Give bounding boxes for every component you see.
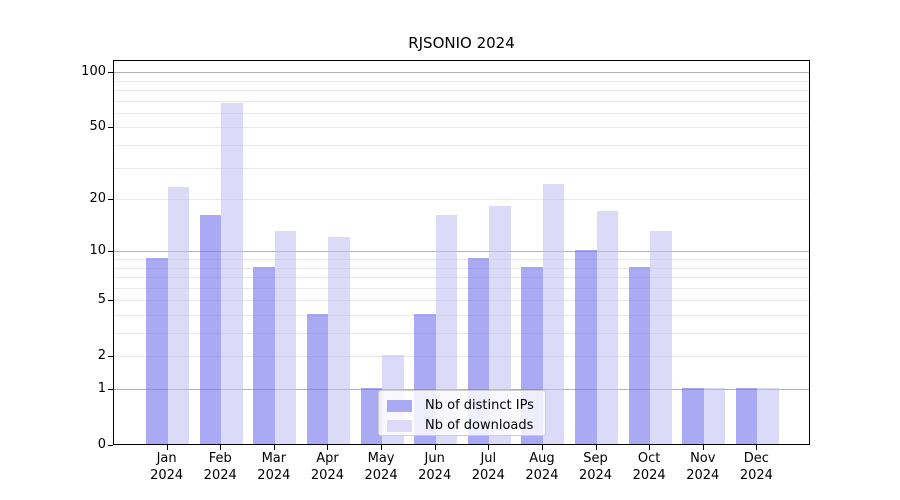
y-tick-mark bbox=[108, 356, 113, 358]
y-tick-mark bbox=[108, 127, 113, 129]
x-tick-mark bbox=[381, 445, 383, 450]
bar-downloads bbox=[757, 388, 779, 444]
gridline-major bbox=[114, 251, 809, 253]
x-tick-mark bbox=[327, 445, 329, 450]
gridline-minor bbox=[114, 127, 809, 129]
y-tick-label: 100 bbox=[81, 64, 106, 80]
bar-downloads bbox=[328, 236, 350, 444]
legend-label-distinct-ips: Nb of distinct IPs bbox=[425, 398, 534, 413]
bar-downloads bbox=[274, 230, 297, 444]
bar-distinct-ips bbox=[306, 314, 329, 444]
gridline-minor bbox=[114, 145, 809, 147]
x-tick-mark bbox=[595, 445, 597, 450]
x-tick-label: Nov 2024 bbox=[686, 451, 720, 483]
bar-distinct-ips bbox=[360, 388, 383, 444]
legend-swatch-downloads-icon bbox=[387, 419, 412, 432]
gridline-minor bbox=[114, 267, 809, 269]
legend: Nb of distinct IPs Nb of downloads bbox=[378, 390, 546, 436]
y-tick-label: 0 bbox=[97, 437, 106, 452]
x-tick-mark bbox=[488, 445, 490, 450]
y-tick-mark bbox=[108, 72, 113, 74]
y-tick-label: 10 bbox=[89, 243, 106, 259]
y-tick-label: 2 bbox=[97, 348, 106, 364]
gridline-minor bbox=[114, 314, 809, 316]
x-tick-mark bbox=[702, 445, 704, 450]
y-tick-label: 50 bbox=[89, 119, 106, 135]
x-tick-label: Feb 2024 bbox=[203, 451, 237, 483]
y-tick-mark bbox=[108, 251, 113, 253]
legend-item-distinct-ips: Nb of distinct IPs bbox=[387, 397, 537, 414]
bar-downloads bbox=[650, 230, 672, 444]
bar-distinct-ips bbox=[199, 215, 222, 444]
gridline-minor bbox=[114, 112, 809, 114]
legend-swatch-distinct-ips-icon bbox=[387, 399, 412, 412]
bar-distinct-ips bbox=[735, 388, 758, 444]
y-tick-label: 20 bbox=[89, 191, 106, 207]
gridline-minor bbox=[114, 259, 809, 260]
gridline-major bbox=[114, 389, 809, 390]
gridline-minor bbox=[114, 100, 809, 102]
x-tick-mark bbox=[756, 445, 758, 450]
bar-distinct-ips bbox=[628, 266, 651, 444]
x-tick-label: Apr 2024 bbox=[310, 451, 344, 483]
bar-downloads bbox=[489, 206, 511, 444]
y-tick-label: 5 bbox=[97, 292, 106, 308]
y-tick-mark bbox=[108, 300, 113, 302]
chart-title: RJSONIO 2024 bbox=[408, 34, 515, 52]
legend-label-downloads: Nb of downloads bbox=[425, 418, 534, 433]
x-tick-label: Jul 2024 bbox=[471, 451, 505, 483]
y-tick-mark bbox=[108, 445, 113, 446]
x-tick-mark bbox=[273, 445, 275, 450]
gridline-major bbox=[114, 72, 809, 74]
bar-downloads bbox=[703, 388, 726, 444]
x-tick-label: Aug 2024 bbox=[525, 451, 559, 483]
x-tick-mark bbox=[166, 445, 168, 450]
bar-distinct-ips bbox=[575, 250, 597, 444]
bar-downloads bbox=[596, 210, 619, 444]
bar-distinct-ips bbox=[146, 258, 168, 444]
y-tick-mark bbox=[108, 389, 113, 390]
bar-distinct-ips bbox=[682, 388, 704, 444]
gridline-minor bbox=[114, 300, 809, 302]
gridline-minor bbox=[114, 287, 809, 289]
gridline-minor bbox=[114, 356, 809, 358]
y-tick-mark bbox=[108, 199, 113, 201]
plot-area bbox=[113, 60, 810, 445]
gridline-minor bbox=[114, 167, 809, 169]
bar-downloads bbox=[435, 215, 458, 444]
gridline-minor bbox=[114, 333, 809, 335]
gridline-minor bbox=[114, 277, 809, 279]
x-tick-label: Dec 2024 bbox=[739, 451, 773, 483]
bar-downloads bbox=[221, 103, 243, 444]
y-tick-label: 1 bbox=[97, 381, 106, 396]
x-tick-label: Jun 2024 bbox=[418, 451, 452, 483]
gridline-minor bbox=[114, 199, 809, 201]
x-tick-mark bbox=[220, 445, 222, 450]
bar-distinct-ips bbox=[253, 266, 275, 444]
x-tick-label: Sep 2024 bbox=[578, 451, 613, 483]
bar-downloads bbox=[542, 183, 565, 444]
gridline-minor bbox=[114, 90, 809, 92]
x-tick-mark bbox=[541, 445, 543, 450]
x-tick-label: Mar 2024 bbox=[257, 451, 291, 483]
gridline-minor bbox=[114, 80, 809, 82]
x-tick-mark bbox=[434, 445, 436, 450]
x-tick-label: May 2024 bbox=[364, 451, 398, 483]
bar-downloads bbox=[167, 187, 190, 444]
legend-item-downloads: Nb of downloads bbox=[387, 417, 537, 434]
x-tick-label: Oct 2024 bbox=[632, 451, 666, 483]
x-tick-mark bbox=[649, 445, 651, 450]
x-tick-label: Jan 2024 bbox=[150, 451, 184, 483]
